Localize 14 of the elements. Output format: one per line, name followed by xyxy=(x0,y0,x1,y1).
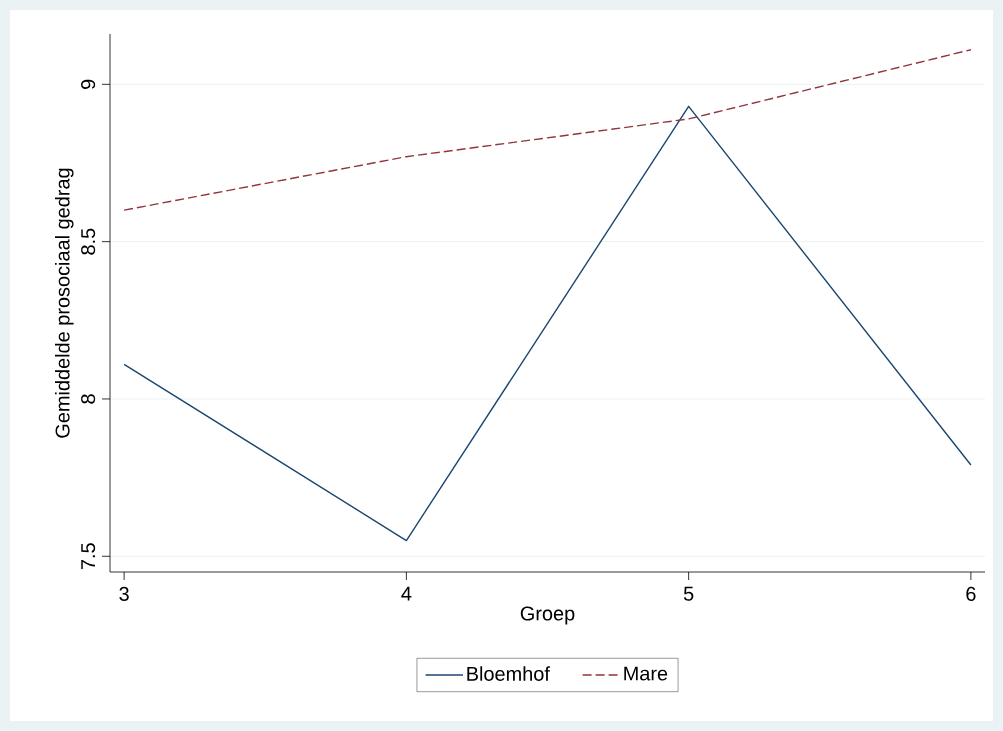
y-tick-label: 8.5 xyxy=(81,228,96,255)
x-tick-label: 3 xyxy=(119,586,129,601)
x-tick-label: 5 xyxy=(683,586,694,601)
line-series xyxy=(123,105,972,542)
x-axis-title: Groep xyxy=(520,606,575,625)
x-tick-label: 6 xyxy=(966,586,976,601)
y-tick-label: 7.5 xyxy=(81,543,96,570)
y-tick-label: 9 xyxy=(81,79,96,89)
y-axis-title: Gemiddelde prosociaal gedrag xyxy=(55,168,74,438)
legend-label: Bloemhof xyxy=(467,666,550,681)
x-tick-label: 4 xyxy=(401,586,412,601)
y-tick-label: 8 xyxy=(81,394,96,404)
legend-label: Mare xyxy=(624,666,668,681)
line-series xyxy=(123,49,972,211)
